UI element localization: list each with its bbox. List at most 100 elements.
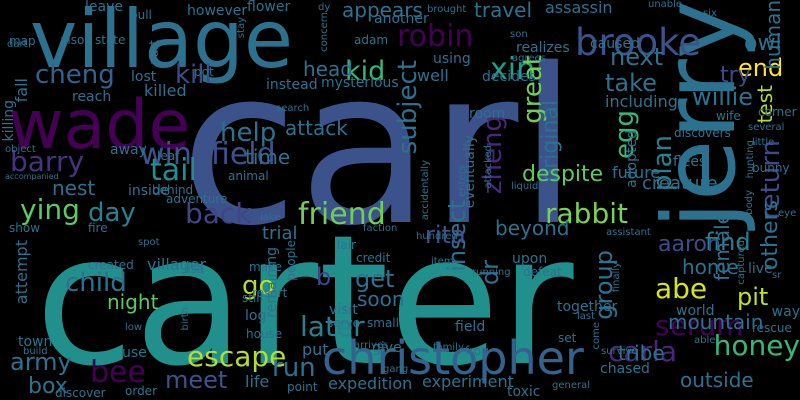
word-killing: killing xyxy=(1,100,17,142)
word-adopted: adopted xyxy=(624,130,640,188)
word-log: log xyxy=(245,308,267,324)
word-find: find xyxy=(705,228,751,256)
word-hundred: hundred xyxy=(416,231,458,242)
word-last: last xyxy=(577,311,596,322)
word-lisa: lisa xyxy=(184,262,205,276)
word-together: together xyxy=(557,299,618,315)
word-running: running xyxy=(472,267,511,278)
word-village: village xyxy=(30,0,294,86)
word-upon: upon xyxy=(512,251,548,267)
word-experiment: experiment xyxy=(422,372,514,391)
word-dy: dy xyxy=(318,2,331,13)
word-soon: soon xyxy=(357,287,405,311)
word-fire: fire xyxy=(88,221,108,235)
word-captured: captured xyxy=(736,240,747,285)
word-help: help xyxy=(220,118,277,148)
word-search: search xyxy=(276,103,310,114)
word-next: next xyxy=(610,43,664,71)
word-eye: eye xyxy=(778,208,797,219)
word-pot: pot xyxy=(194,65,214,79)
word-lake: lake xyxy=(260,212,281,223)
word-enters: enters xyxy=(457,165,468,197)
word-carla: carla xyxy=(608,335,678,368)
word-child: child xyxy=(65,268,127,298)
word-unable: unable xyxy=(648,0,683,10)
word-little: little xyxy=(752,137,775,148)
word-using: using xyxy=(433,51,471,67)
word-expedition: expedition xyxy=(328,374,413,393)
word-rita: rita xyxy=(425,221,466,249)
word-aaron: aaron xyxy=(658,232,721,257)
word-dart: dart xyxy=(7,39,28,50)
word-toxic: toxic xyxy=(507,384,541,400)
word-part: part xyxy=(147,40,161,65)
word-go: go xyxy=(242,271,275,301)
word-meet: meet xyxy=(165,366,228,394)
word-chased: chased xyxy=(600,361,650,377)
word-way: way xyxy=(771,304,800,320)
word-serum: serum xyxy=(655,309,744,342)
word-pit: pit xyxy=(737,283,769,311)
word-villager: villager xyxy=(147,255,207,274)
word-inside: inside xyxy=(128,183,170,199)
word-future: future xyxy=(612,163,661,182)
word-rescue: rescue xyxy=(752,321,792,335)
word-frog: frog xyxy=(465,344,489,358)
word-house: house xyxy=(246,327,283,341)
word-family: family xyxy=(433,342,464,353)
word-room: room xyxy=(469,106,506,122)
word-faction: faction xyxy=(363,223,398,234)
word-another: another xyxy=(374,11,429,27)
word-wingfield: wingfield xyxy=(140,137,276,172)
word-head: head xyxy=(303,57,353,81)
word-reach: reach xyxy=(72,89,112,105)
word-remaining: remaining xyxy=(264,247,280,318)
word-give: give xyxy=(372,340,402,356)
word-flees: flees xyxy=(673,154,707,170)
word-agrees: agrees xyxy=(512,53,546,64)
word-animal: animal xyxy=(228,169,269,183)
word-day: day xyxy=(88,198,136,228)
word-serve: serve xyxy=(327,316,361,330)
word-discovers: discovers xyxy=(674,126,731,140)
word-several: several xyxy=(748,122,785,133)
word-run: run xyxy=(272,353,316,383)
word-six: six xyxy=(703,8,717,19)
word-nest: nest xyxy=(52,176,96,200)
word-map: map xyxy=(9,34,36,48)
word-appears: appears xyxy=(342,0,423,22)
word-ying: ying xyxy=(20,193,80,226)
word-world: world xyxy=(676,303,715,319)
word-put: put xyxy=(302,340,329,359)
word-willie: willie xyxy=(692,83,754,111)
word-cheng: cheng xyxy=(35,60,115,90)
word-female: female xyxy=(710,212,734,281)
word-wife: wife xyxy=(716,109,741,123)
word-instead: instead xyxy=(266,77,318,93)
word-barry: barry xyxy=(10,145,85,178)
word-sr: sr xyxy=(772,270,782,281)
word-attempt: attempt xyxy=(12,240,31,305)
word-able: able xyxy=(694,335,716,346)
word-also: also xyxy=(60,33,85,47)
word-bee: bee xyxy=(90,355,146,390)
word-christopher: christopher xyxy=(322,331,584,385)
word-home: home xyxy=(682,255,739,279)
word-carter: carter xyxy=(35,197,574,400)
word-leaf: leaf xyxy=(157,149,180,163)
word-friend: friend xyxy=(298,197,386,232)
word-bunny: bunny xyxy=(752,161,790,175)
word-end: end xyxy=(738,54,784,82)
word-tribe: tribe xyxy=(618,341,665,365)
word-tail: tail xyxy=(150,153,197,188)
word-mysterious: mysterious xyxy=(321,75,399,91)
word-killed: killed xyxy=(144,81,187,100)
word-state: state xyxy=(95,33,126,47)
word-b: b xyxy=(316,263,332,291)
word-however: however xyxy=(187,3,248,19)
word-get: get xyxy=(355,265,395,293)
word-live: live xyxy=(748,261,773,277)
word-body: body xyxy=(744,190,755,215)
word-pull: pull xyxy=(130,8,152,22)
word-outside: outside xyxy=(680,368,754,392)
